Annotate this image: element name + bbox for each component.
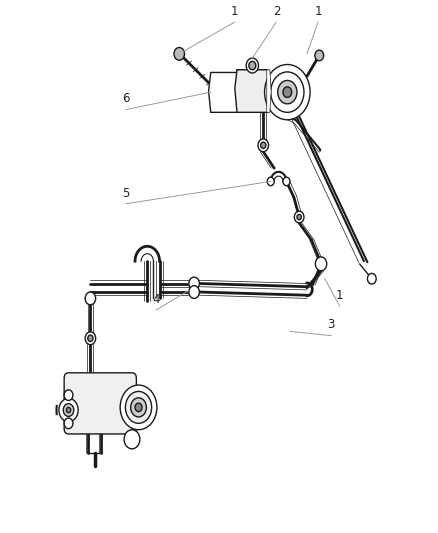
- Circle shape: [260, 142, 265, 149]
- Circle shape: [124, 430, 140, 449]
- Circle shape: [64, 390, 73, 400]
- Text: 1: 1: [230, 5, 238, 18]
- Circle shape: [314, 257, 326, 271]
- Circle shape: [188, 277, 199, 290]
- Circle shape: [59, 398, 78, 422]
- Circle shape: [85, 292, 95, 305]
- Text: 5: 5: [121, 187, 129, 199]
- Polygon shape: [234, 70, 272, 112]
- Text: 2: 2: [272, 5, 279, 18]
- Circle shape: [120, 385, 156, 430]
- Circle shape: [293, 211, 303, 223]
- Circle shape: [270, 72, 303, 112]
- Circle shape: [258, 139, 268, 152]
- Circle shape: [267, 177, 274, 185]
- Circle shape: [131, 398, 146, 417]
- Circle shape: [248, 61, 255, 70]
- Polygon shape: [208, 72, 241, 112]
- Circle shape: [264, 64, 309, 120]
- Circle shape: [135, 403, 142, 411]
- Circle shape: [125, 391, 151, 423]
- Circle shape: [283, 87, 291, 98]
- Circle shape: [173, 47, 184, 60]
- Circle shape: [85, 332, 95, 345]
- Circle shape: [296, 214, 300, 220]
- FancyBboxPatch shape: [64, 373, 136, 434]
- Text: 1: 1: [314, 5, 321, 18]
- Polygon shape: [266, 70, 271, 112]
- Circle shape: [66, 407, 71, 413]
- Text: 6: 6: [121, 92, 129, 106]
- Circle shape: [63, 403, 74, 416]
- Circle shape: [283, 177, 289, 185]
- Circle shape: [367, 273, 375, 284]
- Circle shape: [88, 335, 93, 342]
- Circle shape: [277, 80, 296, 104]
- Circle shape: [188, 286, 199, 298]
- Circle shape: [246, 58, 258, 73]
- Text: 1: 1: [336, 289, 343, 302]
- Text: 4: 4: [152, 293, 159, 306]
- Text: 3: 3: [327, 318, 334, 332]
- Circle shape: [64, 418, 73, 429]
- Circle shape: [314, 50, 323, 61]
